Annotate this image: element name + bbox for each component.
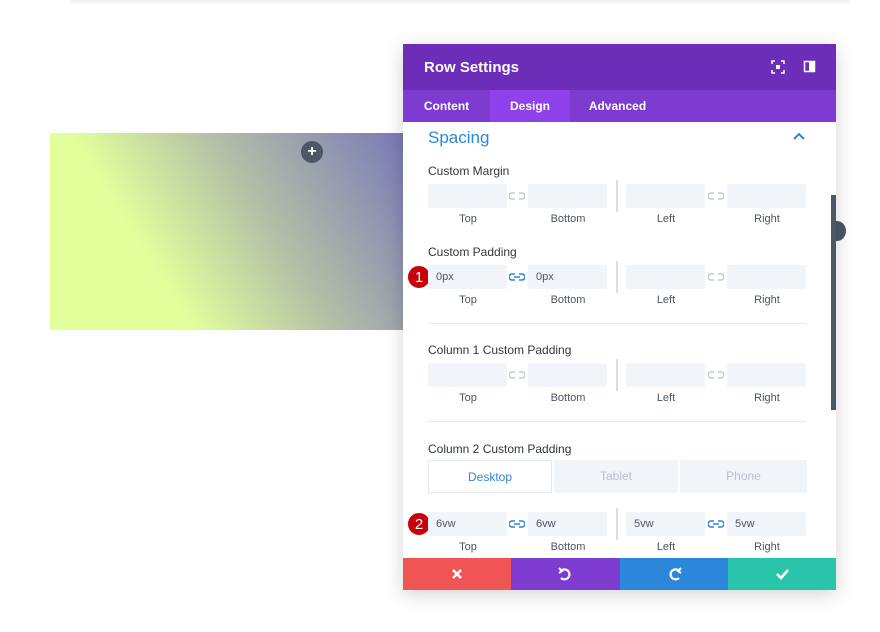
- link-icon[interactable]: [708, 519, 724, 529]
- group-label: Custom Padding: [428, 245, 517, 259]
- group-label: Column 2 Custom Padding: [428, 442, 572, 456]
- divider: [616, 261, 618, 293]
- save-button[interactable]: [728, 558, 836, 590]
- input[interactable]: 0px: [528, 265, 607, 289]
- step-badge: 1: [407, 265, 431, 289]
- side-label: Right: [754, 392, 780, 404]
- input[interactable]: [727, 184, 806, 208]
- link-icon[interactable]: [509, 191, 525, 201]
- group-label: Column 1 Custom Padding: [428, 343, 572, 357]
- side-label: Bottom: [550, 213, 586, 225]
- input[interactable]: [626, 184, 705, 208]
- side-label: Top: [459, 213, 477, 225]
- input[interactable]: 5vw: [626, 512, 705, 536]
- modal: Row Settings Content Design Advanced Spaci…: [403, 44, 836, 590]
- side-label: Bottom: [550, 392, 586, 404]
- group-label: Custom Margin: [428, 164, 510, 178]
- add-button[interactable]: +: [301, 141, 323, 163]
- input[interactable]: 6vw: [528, 512, 607, 536]
- step-badge: 2: [407, 512, 431, 536]
- divider: [616, 180, 618, 212]
- side-label: Bottom: [550, 294, 586, 306]
- tab[interactable]: Advanced: [588, 99, 647, 113]
- device-tab[interactable]: Phone: [680, 460, 807, 493]
- tab[interactable]: Design: [490, 90, 570, 122]
- side-label: Top: [459, 294, 477, 306]
- side-label: Left: [656, 392, 676, 404]
- collapse-icon[interactable]: [793, 132, 805, 142]
- link-icon[interactable]: [509, 370, 525, 380]
- redo-button[interactable]: [620, 558, 728, 590]
- tab-bar: Content Design Advanced: [403, 90, 836, 122]
- modal-header: Row Settings: [403, 44, 836, 90]
- link-icon[interactable]: [708, 191, 724, 201]
- link-icon[interactable]: [708, 370, 724, 380]
- device-tab[interactable]: Tablet: [554, 460, 678, 493]
- link-icon[interactable]: [708, 272, 724, 282]
- footer-buttons: [403, 558, 836, 590]
- side-label: Top: [459, 392, 477, 404]
- separator: [428, 421, 806, 422]
- divider: [616, 508, 618, 540]
- input[interactable]: [626, 363, 705, 387]
- side-label: Top: [459, 541, 477, 553]
- modal-title: Row Settings: [424, 59, 520, 76]
- input[interactable]: [626, 265, 705, 289]
- scrollbar: [831, 195, 836, 410]
- input[interactable]: 6vw: [428, 512, 507, 536]
- side-label: Left: [656, 213, 676, 225]
- input[interactable]: [428, 184, 507, 208]
- input[interactable]: [428, 363, 507, 387]
- link-icon[interactable]: [509, 272, 525, 282]
- input[interactable]: 0px: [428, 265, 507, 289]
- footer: [403, 558, 836, 590]
- input[interactable]: [727, 363, 806, 387]
- top-shadow: [70, 0, 850, 6]
- divider: [616, 359, 618, 391]
- device-tab[interactable]: Desktop: [428, 460, 552, 493]
- input[interactable]: [528, 184, 607, 208]
- fullscreen-icon[interactable]: [771, 60, 785, 74]
- tab[interactable]: Content: [423, 99, 470, 113]
- side-label: Right: [754, 294, 780, 306]
- side-label: Left: [656, 541, 676, 553]
- side-label: Right: [754, 213, 780, 225]
- sidebar-icon[interactable]: [803, 60, 817, 74]
- side-label: Right: [754, 541, 780, 553]
- section-title[interactable]: Spacing: [428, 128, 490, 147]
- side-label: Left: [656, 294, 676, 306]
- side-label: Bottom: [550, 541, 586, 553]
- input[interactable]: 5vw: [727, 512, 806, 536]
- separator: [428, 323, 806, 324]
- undo-button[interactable]: [511, 558, 620, 590]
- link-icon[interactable]: [509, 519, 525, 529]
- input[interactable]: [727, 265, 806, 289]
- input[interactable]: [528, 363, 607, 387]
- row-preview: [50, 133, 403, 330]
